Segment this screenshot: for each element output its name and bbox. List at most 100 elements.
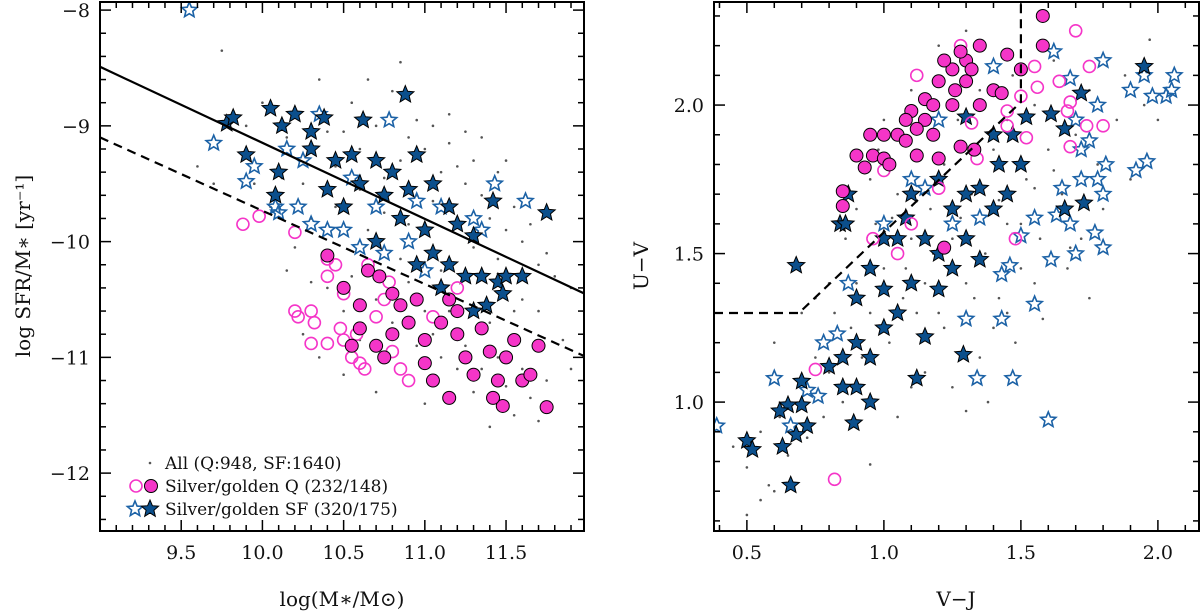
- left-y-tick-label: −10: [50, 232, 90, 254]
- right-point-dot: [964, 281, 968, 285]
- left-point-open-circle: [252, 209, 266, 223]
- right-point-filled-star: [887, 228, 908, 248]
- right-point-dot: [901, 296, 905, 300]
- right-point-open-circle: [1008, 231, 1023, 246]
- left-point-filled-star: [366, 150, 386, 169]
- left-point-filled-star: [423, 242, 443, 262]
- left-point-open-star: [485, 173, 505, 192]
- right-point-open-star: [1060, 68, 1080, 87]
- right-point-open-star: [827, 323, 847, 342]
- left-point-filled-star: [395, 84, 416, 103]
- right-point-dot: [1052, 169, 1056, 172]
- right-point-dot: [868, 463, 872, 466]
- right-panel-uvj: 0.5 1.0 1.5 2.0 1.0 1.5 2.0: [674, 1, 1200, 564]
- left-point-filled-circle: [495, 398, 510, 413]
- right-point-filled-circle: [1035, 8, 1050, 23]
- left-point-dot: [447, 309, 451, 313]
- right-point-filled-star: [953, 344, 974, 363]
- left-point-dot: [374, 390, 378, 394]
- left-point-open-circle: [320, 269, 335, 284]
- right-point-open-star: [1126, 160, 1146, 179]
- right-point-dot: [888, 341, 891, 344]
- left-point-filled-circle: [486, 390, 501, 405]
- left-point-dot: [496, 257, 500, 261]
- right-point-dot: [992, 326, 995, 330]
- right-point-open-circle: [1082, 59, 1097, 74]
- right-point-filled-star: [846, 287, 867, 307]
- right-point-open-circle: [1060, 104, 1075, 118]
- left-point-dot: [285, 269, 289, 272]
- left-point-dot: [317, 356, 321, 359]
- left-point-dot: [512, 309, 516, 313]
- right-point-dot: [929, 207, 932, 211]
- right-point-filled-star: [874, 317, 894, 337]
- left-point-dot: [488, 217, 492, 220]
- right-point-filled-circle: [926, 98, 941, 113]
- right-point-open-circle: [827, 472, 842, 487]
- left-point-filled-star: [301, 138, 321, 158]
- left-point-filled-star: [341, 144, 362, 164]
- right-point-dot: [923, 281, 927, 285]
- right-point-filled-circle: [931, 151, 946, 166]
- left-point-open-star: [204, 133, 224, 152]
- left-point-dot: [447, 141, 451, 145]
- left-point-dot: [342, 373, 345, 377]
- right-point-dot: [772, 489, 776, 493]
- left-point-dot: [293, 246, 297, 249]
- right-point-filled-circle: [937, 240, 952, 255]
- left-point-filled-star: [455, 265, 476, 285]
- right-point-dot: [1066, 267, 1069, 270]
- right-x-tick-label: 1.0: [869, 542, 899, 564]
- left-point-dot: [374, 124, 378, 128]
- left-point-filled-star: [390, 208, 411, 227]
- left-point-dot: [431, 124, 435, 128]
- left-point-filled-circle: [442, 390, 457, 405]
- right-point-open-star: [764, 368, 784, 387]
- right-series-silver-sf: [714, 41, 1184, 434]
- left-point-filled-star: [483, 190, 503, 210]
- left-point-dot: [512, 413, 516, 417]
- right-point-filled-circle: [953, 44, 968, 59]
- left-point-open-star: [277, 138, 297, 158]
- left-point-dot: [480, 136, 483, 139]
- left-point-dot: [512, 205, 516, 209]
- right-point-dot: [951, 237, 954, 241]
- right-point-filled-star: [860, 391, 880, 411]
- left-y-axis-title: log SFR/M∗ [yr⁻¹]: [11, 175, 35, 357]
- right-point-dot: [778, 415, 782, 419]
- left-y-tick-label: −12: [50, 463, 90, 485]
- left-point-dot: [374, 298, 378, 301]
- left-point-open-star: [236, 171, 256, 190]
- left-point-dot: [456, 367, 459, 371]
- left-point-open-circle: [333, 321, 348, 336]
- right-point-dot: [800, 311, 803, 315]
- right-point-dot: [909, 385, 913, 389]
- right-point-filled-star: [772, 436, 793, 455]
- right-point-filled-star: [832, 376, 853, 396]
- right-point-open-star: [781, 415, 801, 434]
- right-point-dot: [822, 415, 825, 419]
- right-point-filled-star: [1016, 106, 1037, 126]
- right-series-golden-q: [835, 8, 1050, 255]
- left-point-filled-circle: [482, 344, 497, 359]
- right-point-dot: [997, 198, 1001, 202]
- right-point-open-star: [1134, 65, 1154, 84]
- left-point-dot: [334, 205, 337, 209]
- left-point-dot: [326, 130, 329, 133]
- left-point-filled-star: [423, 173, 443, 193]
- left-point-filled-star: [272, 115, 292, 135]
- legend: All (Q:948, SF:1640) Silver/golden Q (23…: [125, 454, 398, 520]
- left-x-tick-label: 10.0: [241, 542, 283, 564]
- right-point-filled-star: [1054, 198, 1075, 218]
- right-point-dot: [1068, 246, 1072, 249]
- right-point-open-circle: [1096, 119, 1110, 133]
- right-point-filled-star: [780, 475, 801, 494]
- right-point-filled-star: [786, 255, 807, 274]
- left-point-dot: [301, 182, 305, 186]
- left-point-filled-circle: [425, 373, 440, 388]
- right-point-open-star: [797, 380, 817, 399]
- right-point-open-star: [1066, 243, 1086, 262]
- legend-label-sf: Silver/golden SF (320/175): [165, 500, 398, 520]
- left-point-dot: [334, 165, 337, 168]
